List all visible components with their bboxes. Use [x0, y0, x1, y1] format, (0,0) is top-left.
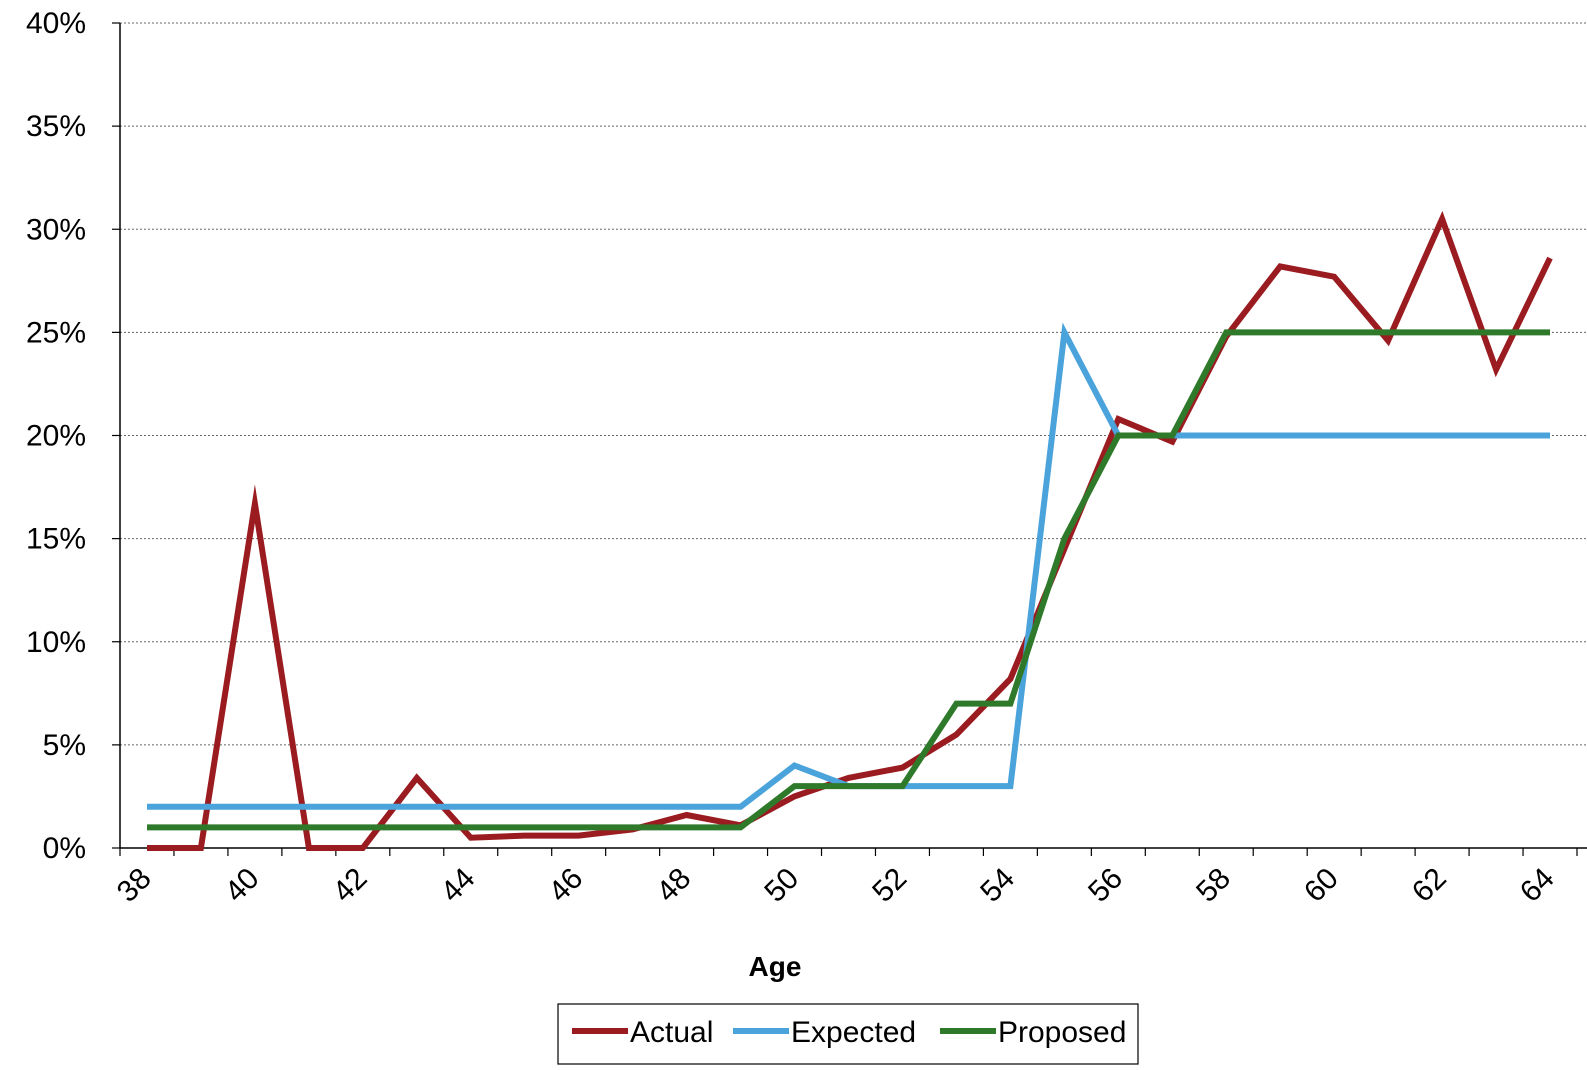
- legend-box: [557, 1003, 1139, 1065]
- legend-label-proposed: Proposed: [998, 1016, 1126, 1049]
- x-tick-label: 44: [435, 862, 482, 909]
- series-line-proposed: [147, 329, 1550, 831]
- y-tick-label: 15%: [26, 523, 86, 556]
- legend-label-expected: Expected: [791, 1016, 916, 1049]
- x-tick-label: 58: [1190, 862, 1237, 909]
- x-tick-label: 46: [543, 862, 590, 909]
- gridlines: [120, 22, 1587, 746]
- y-tick-label: 10%: [26, 626, 86, 659]
- y-tick-label: 30%: [26, 213, 86, 246]
- x-tick-label: 54: [974, 862, 1021, 909]
- y-tick-label: 35%: [26, 110, 86, 143]
- y-tick-label: 40%: [26, 7, 86, 40]
- x-tick-label: 42: [327, 862, 374, 909]
- y-tick-label: 5%: [43, 729, 86, 762]
- x-tick-label: 60: [1298, 862, 1345, 909]
- x-tick-label: 48: [650, 862, 697, 909]
- series-lines: [147, 210, 1553, 851]
- y-tick-label: 0%: [43, 832, 86, 865]
- series-line-expected: [147, 322, 1550, 810]
- x-tick-labels: 38 40 42 44 46 48 50 52 54 56 58 60 62 64: [111, 862, 1561, 909]
- series-line-actual: [147, 210, 1553, 851]
- x-tick-label: 50: [758, 862, 805, 909]
- legend: Actual Expected Proposed: [557, 1003, 1139, 1065]
- legend-label-actual: Actual: [630, 1016, 713, 1049]
- x-axis-title: Age: [749, 951, 802, 982]
- x-tick-label: 52: [866, 862, 913, 909]
- x-tick-label: 38: [111, 862, 158, 909]
- y-tick-label: 20%: [26, 420, 86, 453]
- axes: [112, 22, 1587, 856]
- x-tick-label: 62: [1406, 862, 1453, 909]
- x-tick-label: 56: [1082, 862, 1129, 909]
- y-tick-label: 25%: [26, 316, 86, 349]
- y-tick-labels: 0% 5% 10% 15% 20% 25% 30% 35% 40%: [26, 7, 86, 865]
- x-tick-label: 40: [219, 862, 266, 909]
- x-tick-label: 64: [1514, 862, 1561, 909]
